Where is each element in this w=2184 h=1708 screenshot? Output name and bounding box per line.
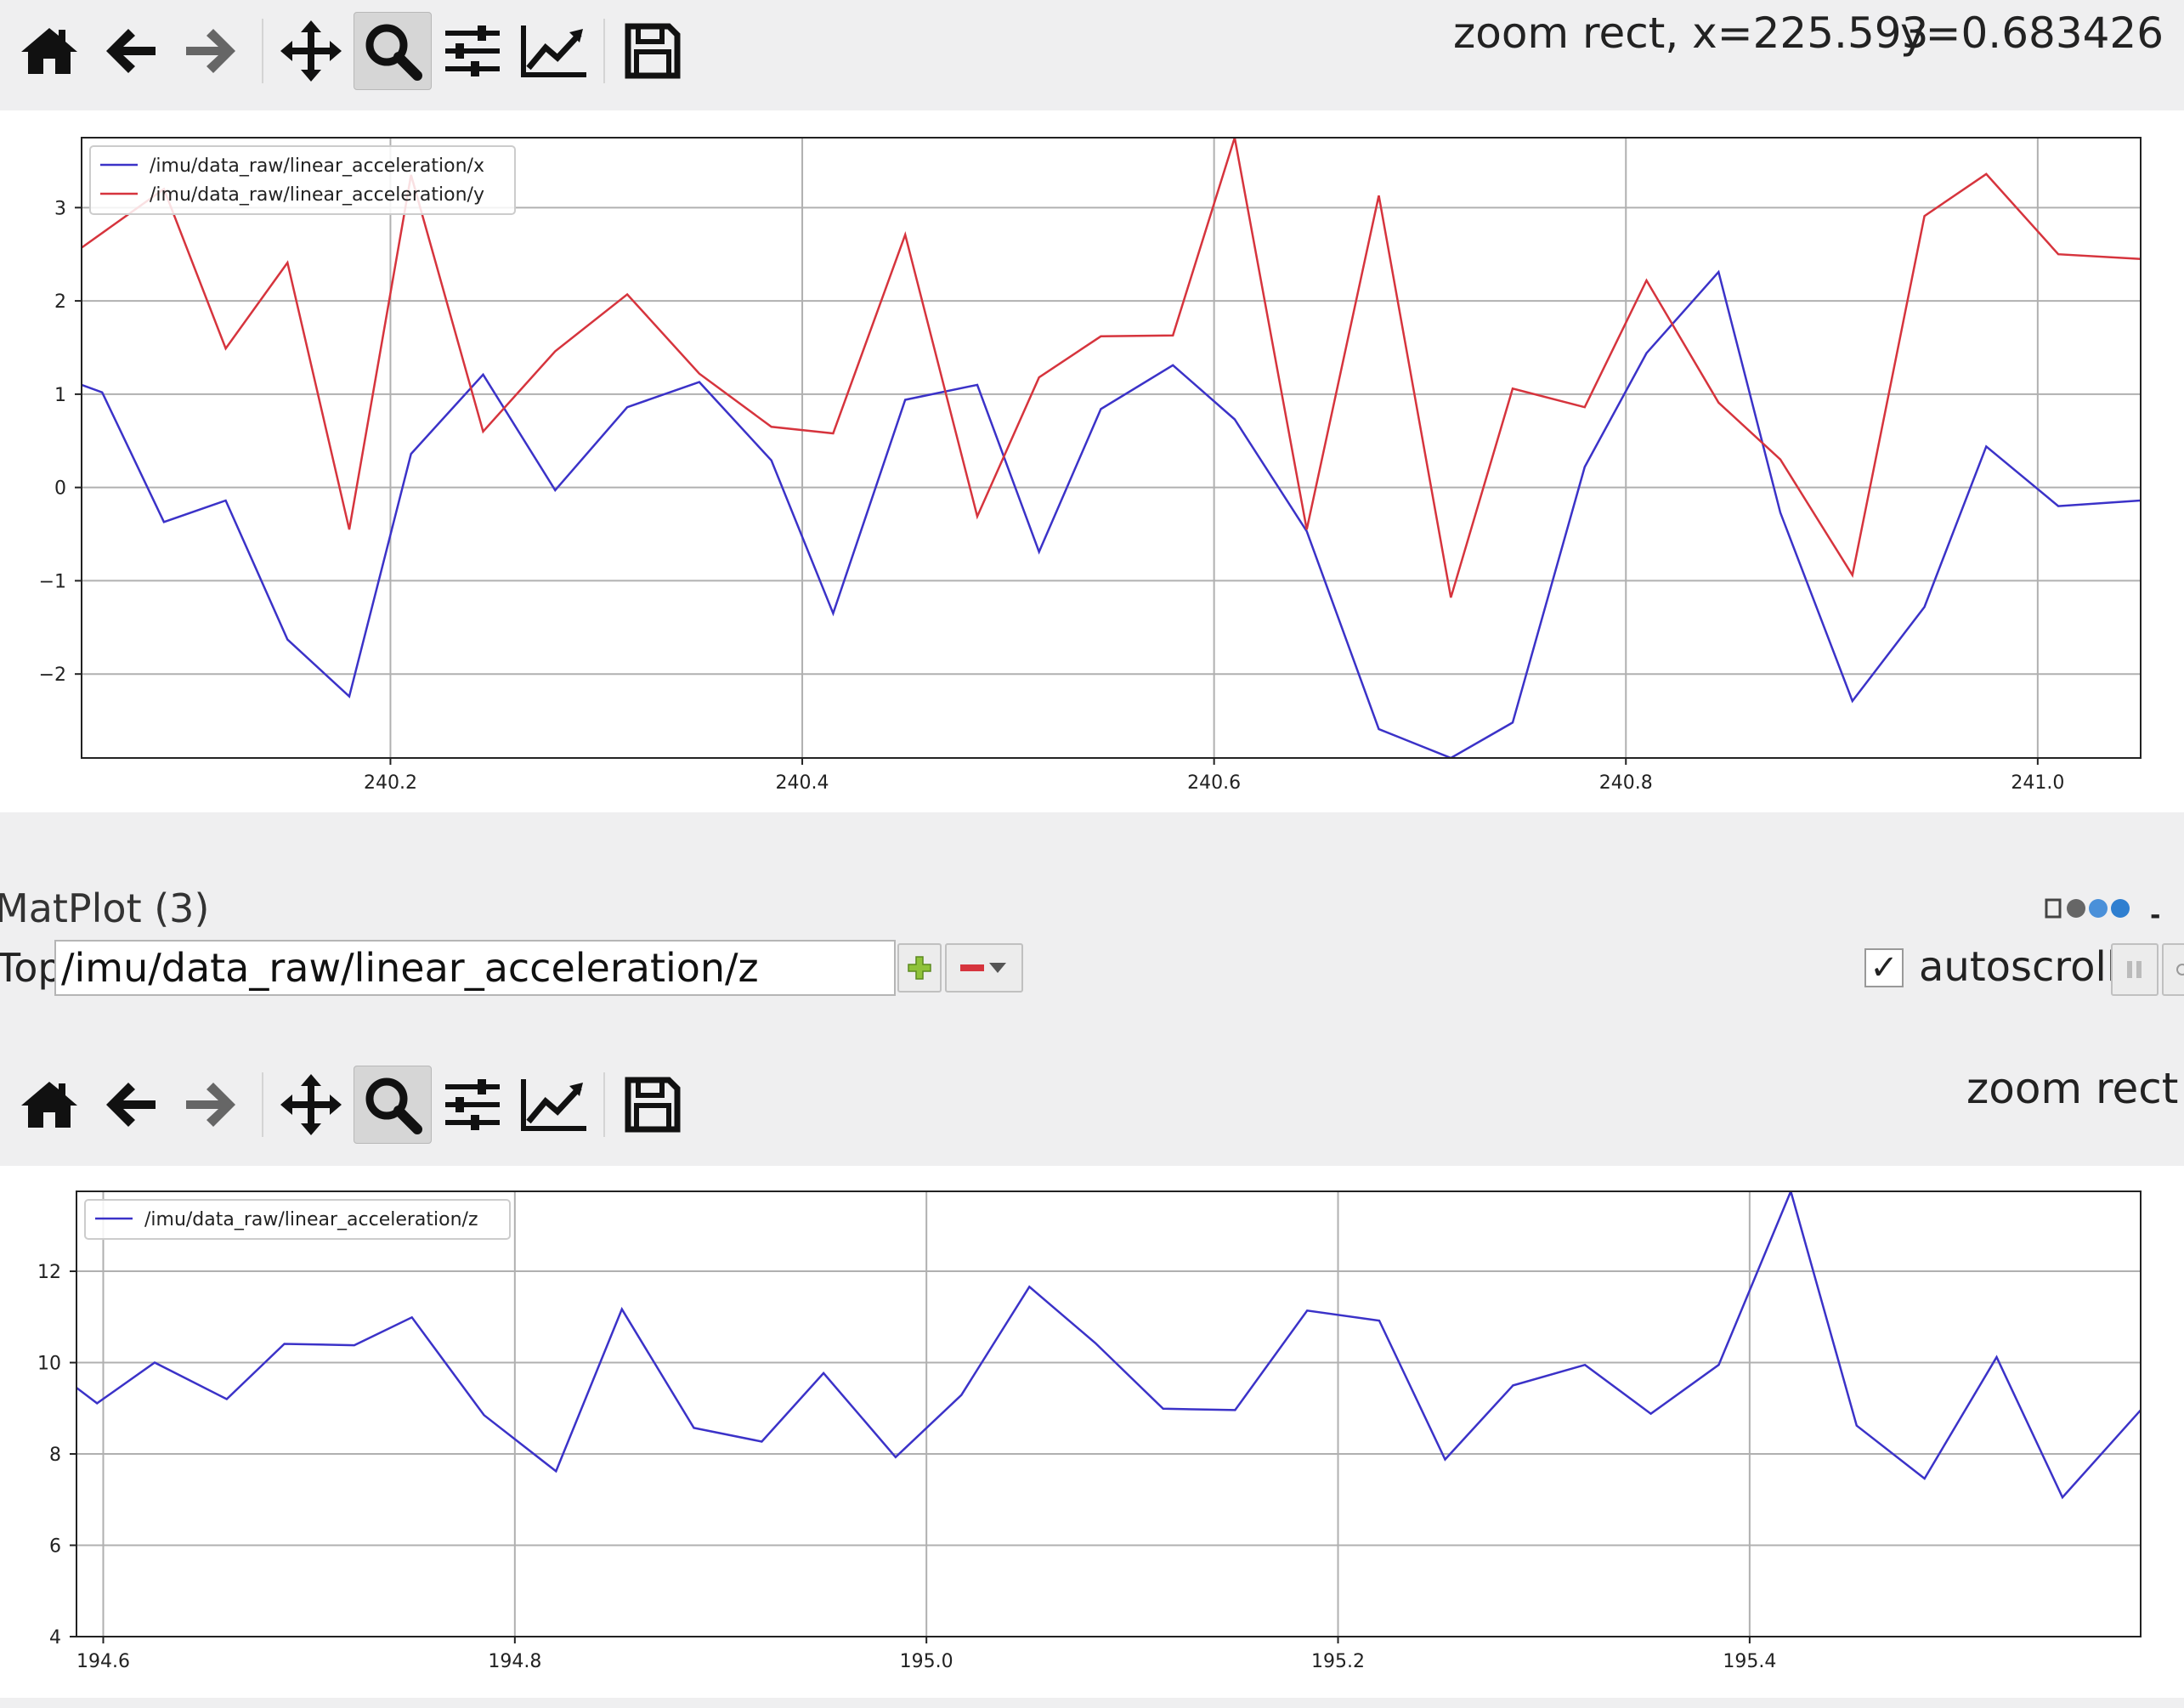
back-arrow-icon[interactable] <box>92 1066 170 1144</box>
dock-minimize-icon[interactable]: - <box>2150 901 2161 930</box>
chart-top: 240.2 240.4 240.6 240.8 241.0 −2 −1 0 1 2 3/imu/da… <box>39 137 2142 794</box>
x-tick-label: 240.6 <box>1187 772 1241 794</box>
toolbar-bottom: zoom rect <box>0 1054 2184 1156</box>
coordinate-status-y: y=0.683426 <box>1900 8 2164 58</box>
zoom-icon[interactable] <box>354 1066 432 1144</box>
x-tick-label: 194.6 <box>76 1651 130 1672</box>
x-tick-label: 241.0 <box>2011 772 2064 794</box>
y-tick-label: 10 <box>37 1354 61 1375</box>
y-tick-label: −2 <box>39 665 66 686</box>
home-icon[interactable] <box>10 1066 88 1144</box>
legend <box>89 145 516 215</box>
y-tick-label: −1 <box>39 571 66 592</box>
clear-button[interactable] <box>2162 943 2184 996</box>
forward-arrow-icon[interactable] <box>172 12 250 90</box>
axes-frame <box>76 1191 2142 1637</box>
y-tick-label: 2 <box>54 291 66 313</box>
legend-label: /imu/data_raw/linear_acceleration/x <box>150 156 484 177</box>
coordinate-status-x: zoom rect, x=225.593 <box>1453 8 1929 58</box>
plot-widget-title: MatPlot (3) <box>0 885 210 931</box>
y-tick-label: 0 <box>54 478 66 500</box>
toolbar-separator <box>603 1072 605 1137</box>
x-tick-label: 195.4 <box>1723 1651 1776 1672</box>
minus-dropdown-icon <box>960 963 1006 973</box>
plot-canvas-bottom[interactable]: 194.6 194.8 195.0 195.2 195.4 4 6 8 10 12/imu/dat… <box>0 1166 2184 1698</box>
y-tick-label: 3 <box>54 198 66 219</box>
back-arrow-icon[interactable] <box>92 12 170 90</box>
coordinate-status: zoom rect <box>1966 1064 2179 1113</box>
series-line <box>82 269 2141 758</box>
x-tick-label: 195.2 <box>1311 1651 1365 1672</box>
pan-icon[interactable] <box>272 1066 350 1144</box>
home-icon[interactable] <box>10 12 88 90</box>
save-icon[interactable] <box>614 1066 692 1144</box>
y-tick-label: 6 <box>49 1536 61 1558</box>
chart-bottom: 194.6 194.8 195.0 195.2 195.4 4 6 8 10 12/imu/dat… <box>37 1191 2142 1672</box>
add-topic-button[interactable] <box>897 943 942 993</box>
legend-label: /imu/data_raw/linear_acceleration/y <box>150 184 484 206</box>
topic-input[interactable] <box>54 940 896 996</box>
pan-icon[interactable] <box>272 12 350 90</box>
y-tick-label: 1 <box>54 385 66 406</box>
edit-axis-icon[interactable] <box>515 1066 593 1144</box>
pause-icon <box>2127 961 2142 978</box>
dock-restore-icon[interactable] <box>2045 897 2063 919</box>
autoscroll-checkbox[interactable]: ✓ <box>1864 948 1904 987</box>
axes-frame <box>81 137 2142 759</box>
plus-icon <box>908 956 931 980</box>
y-tick-label: 8 <box>49 1445 61 1466</box>
x-tick-label: 194.8 <box>488 1651 541 1672</box>
series-line <box>76 1191 2141 1500</box>
x-tick-label: 240.4 <box>776 772 829 794</box>
dock-settings-icon[interactable] <box>2067 899 2085 918</box>
configure-subplots-icon[interactable] <box>433 12 512 90</box>
clear-icon <box>2176 964 2184 976</box>
save-icon[interactable] <box>614 12 692 90</box>
dock-help-icon[interactable] <box>2111 899 2130 918</box>
edit-axis-icon[interactable] <box>515 12 593 90</box>
x-tick-label: 240.8 <box>1599 772 1653 794</box>
legend <box>84 1199 511 1240</box>
dock-icons <box>2045 897 2130 919</box>
forward-arrow-icon[interactable] <box>172 1066 250 1144</box>
plot-canvas-top[interactable]: 240.2 240.4 240.6 240.8 241.0 −2 −1 0 1 2 3/imu/da… <box>0 110 2184 812</box>
x-tick-label: 240.2 <box>364 772 417 794</box>
toolbar-separator <box>262 1072 263 1137</box>
zoom-icon[interactable] <box>354 12 432 90</box>
autoscroll-label: autoscroll <box>1919 943 2119 991</box>
y-tick-label: 4 <box>49 1627 61 1649</box>
y-tick-label: 12 <box>37 1262 61 1283</box>
x-tick-label: 195.0 <box>900 1651 953 1672</box>
configure-subplots-icon[interactable] <box>433 1066 512 1144</box>
remove-topic-button[interactable] <box>945 943 1023 993</box>
dock-reload-icon[interactable] <box>2089 899 2108 918</box>
toolbar-separator <box>603 19 605 83</box>
legend-label: /imu/data_raw/linear_acceleration/z <box>144 1209 478 1230</box>
toolbar-separator <box>262 19 263 83</box>
pause-button[interactable] <box>2111 943 2159 996</box>
toolbar-top: zoom rect, x=225.593 y=0.683426 <box>0 0 2184 102</box>
